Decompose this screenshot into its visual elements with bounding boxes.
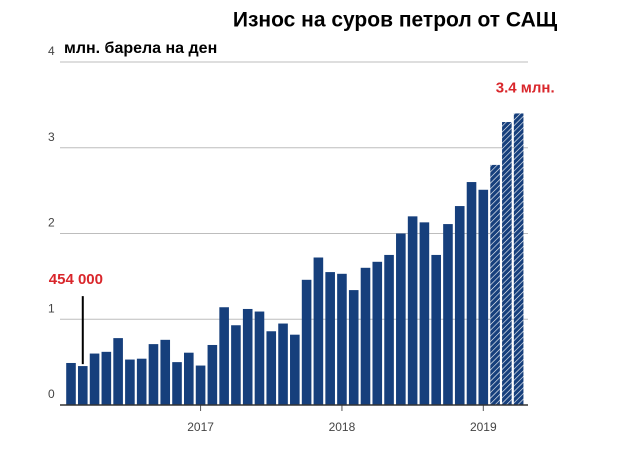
bar: [278, 323, 288, 405]
bar: [513, 113, 524, 405]
bar: [360, 267, 371, 405]
bar: [160, 339, 171, 405]
bar: [101, 351, 112, 405]
bar: [478, 189, 489, 405]
y-tick-label: 3: [48, 130, 55, 144]
bar: [254, 311, 265, 405]
bar: [77, 366, 88, 405]
bar: [148, 344, 159, 405]
bar: [337, 273, 347, 405]
data-label: 454 000: [49, 271, 103, 288]
bar: [502, 122, 512, 406]
y-tick-label: 0: [48, 387, 55, 401]
x-tick-label: 2017: [187, 420, 214, 434]
bar: [290, 334, 300, 405]
bar: [419, 222, 430, 405]
bar: [443, 224, 453, 405]
bar: [125, 359, 135, 405]
y-tick-label: 4: [48, 44, 55, 58]
bar: [407, 216, 418, 405]
bar: [66, 362, 76, 405]
bar: [172, 362, 182, 405]
x-tick-label: 2019: [470, 420, 497, 434]
y-tick-label: 2: [48, 216, 55, 230]
bar: [384, 254, 394, 405]
bar: [184, 352, 194, 405]
bar: [89, 353, 100, 405]
bar: [301, 279, 312, 405]
chart-title: Износ на суров петрол от САЩ: [233, 9, 558, 32]
bar: [348, 290, 359, 405]
y-tick-label: 1: [48, 301, 55, 315]
bar: [207, 344, 218, 405]
bar: [466, 182, 477, 405]
bar: [266, 331, 277, 405]
bar: [136, 358, 147, 405]
bar: [231, 325, 241, 405]
bar: [431, 254, 441, 405]
bar: [219, 307, 229, 405]
bar: [372, 261, 383, 405]
y-axis-label: млн. барела на ден: [64, 40, 217, 57]
bar: [195, 365, 206, 405]
bar: [325, 272, 335, 405]
bar: [490, 164, 500, 405]
x-tick-label: 2018: [329, 420, 356, 434]
bar: [313, 257, 324, 405]
bar: [113, 338, 123, 405]
data-label: 3.4 млн.: [496, 79, 555, 96]
bar: [396, 233, 406, 405]
bar: [242, 308, 253, 405]
bar: [454, 206, 465, 405]
